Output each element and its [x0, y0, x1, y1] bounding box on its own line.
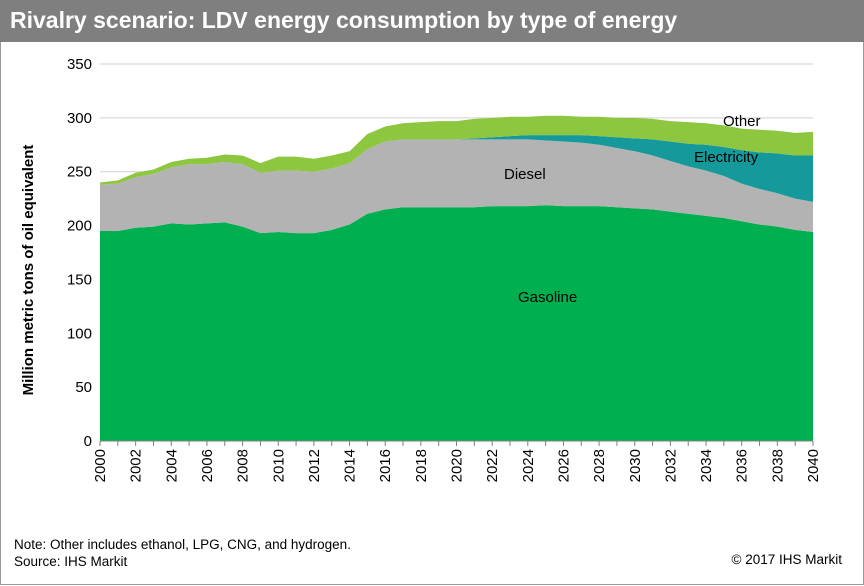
- y-tick-label: 100: [67, 325, 92, 342]
- x-tick-label: 2016: [377, 449, 394, 482]
- copyright-text: © 2017 IHS Markit: [731, 552, 843, 567]
- x-tick-label: 2032: [662, 449, 679, 482]
- x-tick-label: 2030: [627, 449, 644, 482]
- y-tick-label: 200: [67, 218, 92, 235]
- x-tick-label: 2020: [449, 449, 466, 482]
- area-diesel: [100, 139, 813, 234]
- series-label-other: Other: [723, 113, 761, 130]
- y-tick-label: 300: [67, 110, 92, 127]
- series-label-diesel: Diesel: [504, 166, 546, 183]
- y-axis-title: Million metric tons of oil equivalent: [20, 145, 37, 396]
- area-series: [100, 115, 813, 441]
- x-tick-label: 2006: [199, 449, 216, 482]
- x-tick-label: 2002: [128, 449, 145, 482]
- x-tick-label: 2018: [413, 449, 430, 482]
- y-tick-labels: 0 50 100 150 200 250 300 350: [67, 56, 92, 450]
- y-tick-label: 50: [75, 379, 92, 396]
- x-tick-label: 2000: [92, 449, 109, 482]
- area-gasoline: [100, 205, 813, 441]
- y-tick-label: 350: [67, 56, 92, 73]
- x-tick-label: 2024: [520, 449, 537, 482]
- x-tick-label: 2004: [163, 449, 180, 482]
- x-tick-labels: 2000 2002 2004 2006 2008 2010 2012 2014 2016 2018…: [92, 441, 822, 482]
- y-tick-label: 250: [67, 164, 92, 181]
- x-tick-label: 2014: [342, 449, 359, 482]
- note-text: Note: Other includes ethanol, LPG, CNG, …: [14, 537, 351, 552]
- x-tick-label: 2010: [270, 449, 287, 482]
- area-other: [100, 115, 813, 185]
- title-bar: Rivalry scenario: LDV energy consumption…: [0, 0, 864, 42]
- series-label-gasoline: Gasoline: [518, 289, 577, 306]
- x-tick-label: 2026: [555, 449, 572, 482]
- x-tick-label: 2028: [591, 449, 608, 482]
- x-tick-label: 2008: [235, 449, 252, 482]
- x-tick-label: 2034: [698, 449, 715, 482]
- series-label-electricity: Electricity: [694, 149, 759, 166]
- x-tick-label: 2022: [484, 449, 501, 482]
- y-tick-label: 0: [84, 433, 92, 450]
- x-tick-label: 2036: [734, 449, 751, 482]
- source-text: Source: IHS Markit: [14, 554, 128, 569]
- y-tick-label: 150: [67, 271, 92, 288]
- x-tick-label: 2038: [769, 449, 786, 482]
- x-tick-label: 2040: [805, 449, 822, 482]
- chart-title: Rivalry scenario: LDV energy consumption…: [10, 7, 678, 33]
- x-tick-label: 2012: [306, 449, 323, 482]
